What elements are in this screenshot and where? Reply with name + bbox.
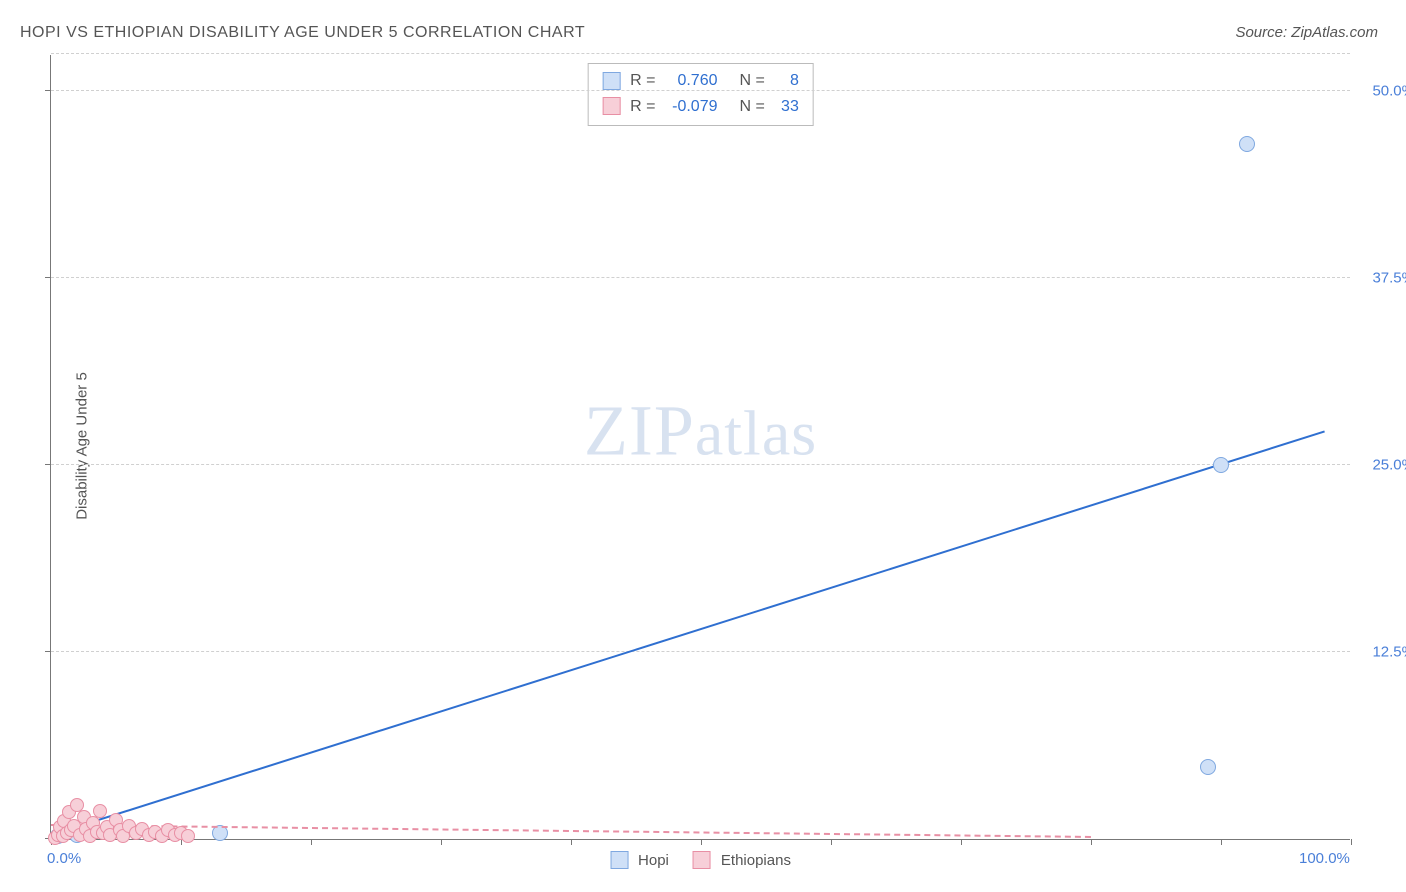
gridline bbox=[51, 651, 1350, 652]
swatch-icon bbox=[602, 97, 620, 115]
trend-line bbox=[51, 824, 1091, 838]
x-tick-label: 100.0% bbox=[1299, 850, 1350, 867]
scatter-point bbox=[1239, 136, 1255, 152]
y-tick-label: 12.5% bbox=[1360, 644, 1406, 661]
x-tick-mark bbox=[441, 839, 442, 845]
swatch-icon bbox=[693, 851, 711, 869]
x-tick-mark bbox=[571, 839, 572, 845]
watermark-small: atlas bbox=[695, 398, 817, 469]
scatter-point bbox=[93, 804, 107, 818]
watermark: ZIPatlas bbox=[584, 390, 817, 473]
trend-line bbox=[51, 430, 1326, 836]
stats-row: R = -0.079 N = 33 bbox=[602, 94, 799, 120]
gridline bbox=[51, 53, 1350, 54]
legend-item: Ethiopians bbox=[693, 851, 791, 869]
swatch-icon bbox=[610, 851, 628, 869]
gridline bbox=[51, 464, 1350, 465]
y-tick-mark bbox=[45, 464, 51, 465]
legend-item: Hopi bbox=[610, 851, 669, 869]
x-tick-mark bbox=[701, 839, 702, 845]
scatter-point bbox=[1213, 457, 1229, 473]
x-tick-label: 0.0% bbox=[47, 850, 81, 867]
x-tick-mark bbox=[311, 839, 312, 845]
plot-area: ZIPatlas R = 0.760 N = 8 R = -0.079 N = … bbox=[50, 55, 1350, 840]
y-tick-label: 50.0% bbox=[1360, 83, 1406, 100]
stat-n-label: N = bbox=[740, 94, 765, 120]
scatter-point bbox=[1200, 759, 1216, 775]
x-tick-mark bbox=[1221, 839, 1222, 845]
legend-label: Hopi bbox=[638, 852, 669, 869]
y-tick-mark bbox=[45, 277, 51, 278]
y-tick-mark bbox=[45, 651, 51, 652]
chart-title: HOPI VS ETHIOPIAN DISABILITY AGE UNDER 5… bbox=[20, 24, 585, 42]
gridline bbox=[51, 277, 1350, 278]
legend: Hopi Ethiopians bbox=[610, 851, 791, 869]
watermark-big: ZIP bbox=[584, 391, 695, 471]
stats-box: R = 0.760 N = 8 R = -0.079 N = 33 bbox=[587, 63, 814, 126]
x-tick-mark bbox=[831, 839, 832, 845]
y-tick-label: 37.5% bbox=[1360, 270, 1406, 287]
y-tick-mark bbox=[45, 90, 51, 91]
y-tick-label: 25.0% bbox=[1360, 457, 1406, 474]
x-tick-mark bbox=[961, 839, 962, 845]
gridline bbox=[51, 90, 1350, 91]
stat-r-label: R = bbox=[630, 94, 655, 120]
scatter-point bbox=[181, 829, 195, 843]
source-label: Source: ZipAtlas.com bbox=[1235, 24, 1378, 41]
x-tick-mark bbox=[1351, 839, 1352, 845]
legend-label: Ethiopians bbox=[721, 852, 791, 869]
x-tick-mark bbox=[1091, 839, 1092, 845]
swatch-icon bbox=[602, 72, 620, 90]
stat-n-value: 33 bbox=[771, 94, 799, 120]
stat-r-value: -0.079 bbox=[662, 94, 718, 120]
